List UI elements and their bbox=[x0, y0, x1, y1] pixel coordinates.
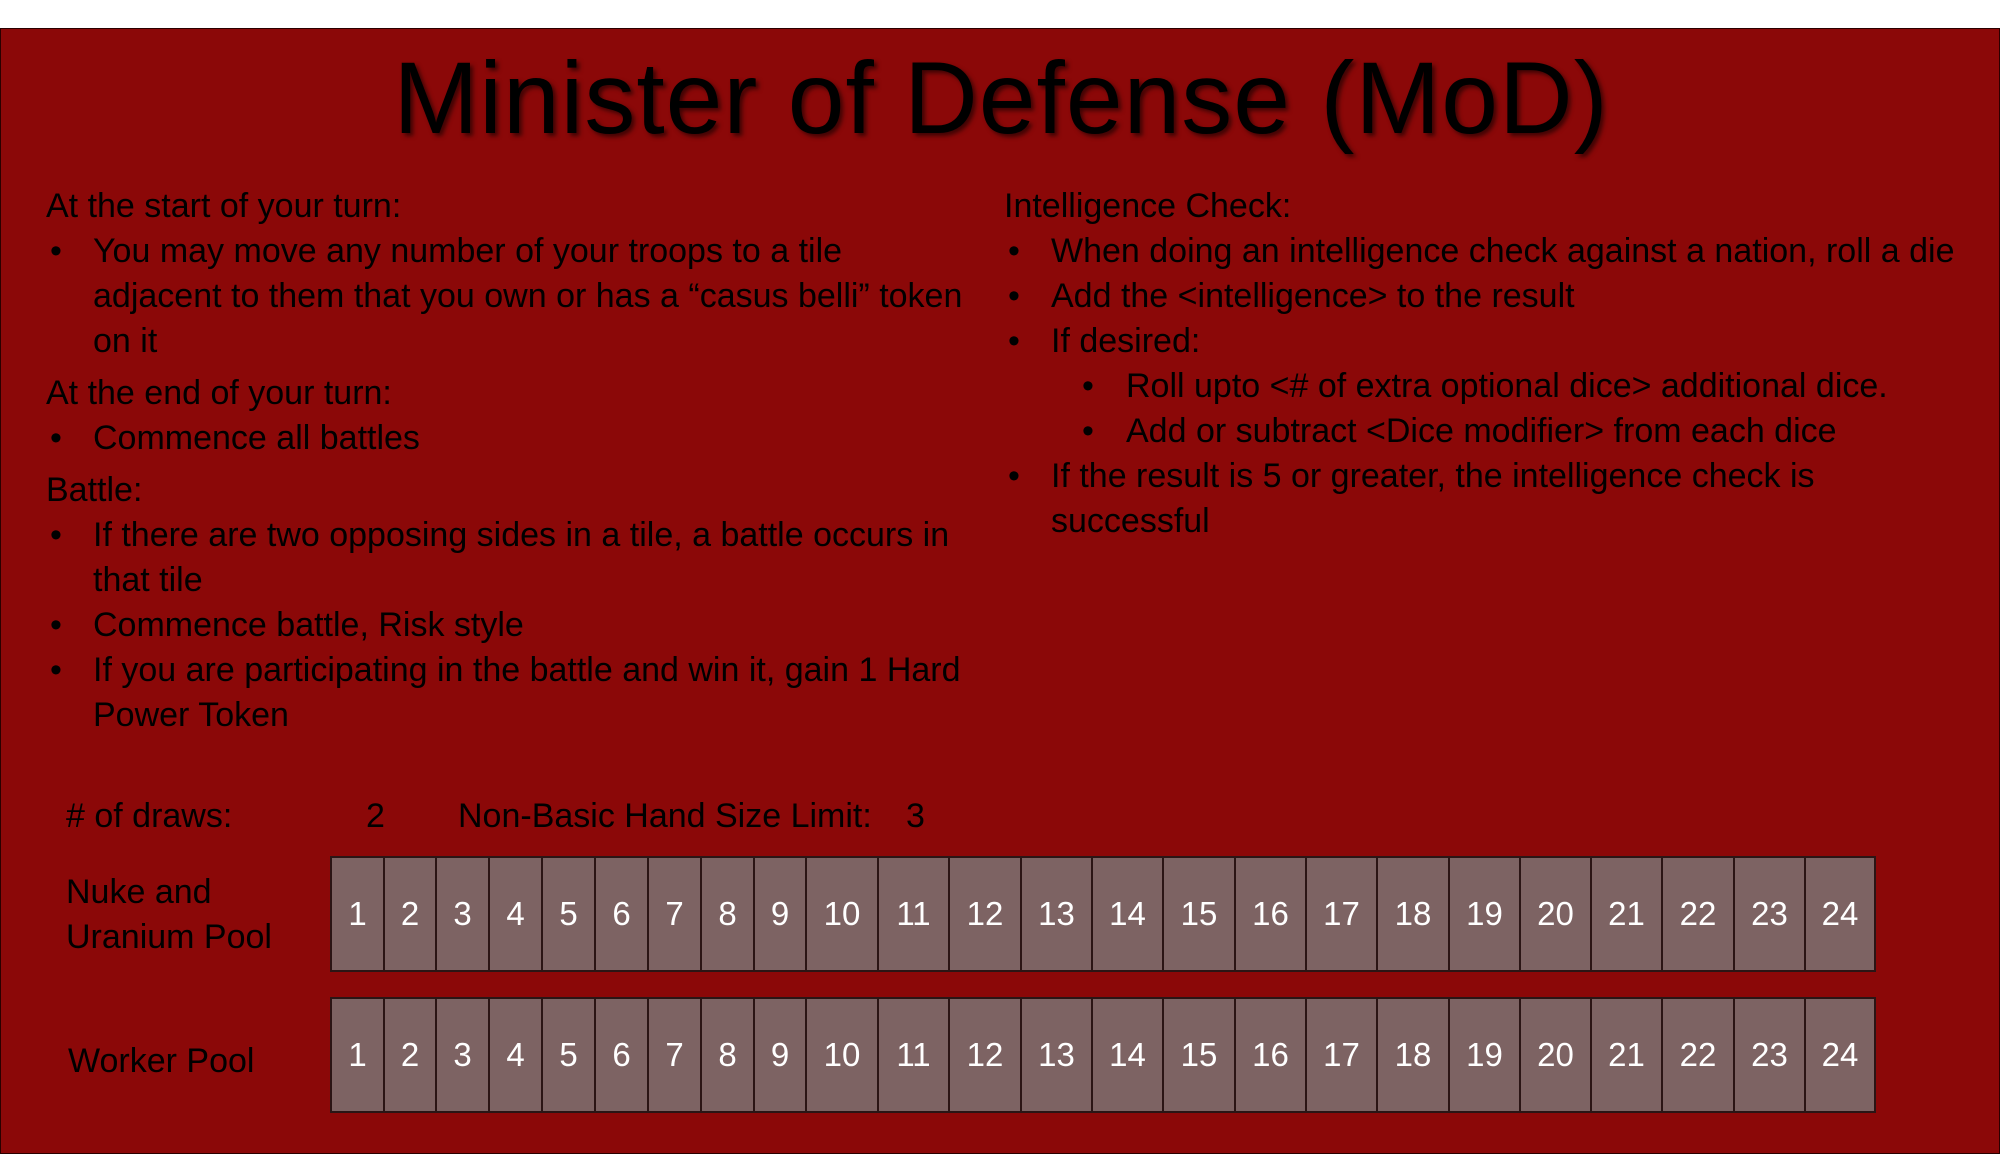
turn-end-list: Commence all battles bbox=[46, 416, 976, 461]
battle-item: If there are two opposing sides in a til… bbox=[46, 513, 976, 603]
worker-pool-cell: 3 bbox=[435, 997, 490, 1113]
intelligence-item: If desired: bbox=[1004, 319, 1964, 364]
nuke-pool-cell: 17 bbox=[1305, 856, 1378, 972]
intelligence-subitem: Roll upto <# of extra optional dice> add… bbox=[1004, 364, 1964, 409]
worker-pool-cell: 4 bbox=[488, 997, 543, 1113]
worker-pool-cell: 24 bbox=[1804, 997, 1876, 1113]
intelligence-check-column: Intelligence Check: When doing an intell… bbox=[1004, 184, 1964, 544]
nuke-pool-label-line1: Nuke and bbox=[66, 873, 212, 911]
worker-pool-cell: 1 bbox=[330, 997, 385, 1113]
nuke-pool-cell: 10 bbox=[805, 856, 879, 972]
nuke-pool-cell: 5 bbox=[541, 856, 596, 972]
nuke-pool-cell: 8 bbox=[700, 856, 755, 972]
hand-limit-label: Non-Basic Hand Size Limit: bbox=[458, 797, 872, 835]
battle-item: If you are participating in the battle a… bbox=[46, 648, 976, 738]
worker-pool-cell: 9 bbox=[753, 997, 807, 1113]
intelligence-subitem: Add or subtract <Dice modifier> from eac… bbox=[1004, 409, 1964, 454]
worker-pool-cell: 17 bbox=[1305, 997, 1378, 1113]
nuke-pool-cell: 1 bbox=[330, 856, 385, 972]
nuke-pool-cell: 15 bbox=[1162, 856, 1236, 972]
nuke-pool-cell: 4 bbox=[488, 856, 543, 972]
intelligence-item: Add the <intelligence> to the result bbox=[1004, 274, 1964, 319]
worker-pool-cell: 7 bbox=[647, 997, 702, 1113]
worker-pool-label: Worker Pool bbox=[68, 1042, 255, 1080]
nuke-pool-cell: 16 bbox=[1234, 856, 1307, 972]
page-title: Minister of Defense (MoD) bbox=[393, 41, 1609, 155]
intelligence-item: If the result is 5 or greater, the intel… bbox=[1004, 454, 1964, 544]
nuke-pool-cell: 19 bbox=[1448, 856, 1521, 972]
battle-list: If there are two opposing sides in a til… bbox=[46, 513, 976, 738]
worker-pool-cell: 20 bbox=[1519, 997, 1592, 1113]
nuke-pool-cell: 13 bbox=[1020, 856, 1093, 972]
nuke-pool-cell: 14 bbox=[1091, 856, 1164, 972]
turn-start-section: At the start of your turn: You may move … bbox=[46, 184, 976, 364]
nuke-pool-cell: 20 bbox=[1519, 856, 1592, 972]
worker-pool-cell: 14 bbox=[1091, 997, 1164, 1113]
battle-section: Battle: If there are two opposing sides … bbox=[46, 468, 976, 738]
turn-start-item: You may move any number of your troops t… bbox=[46, 229, 976, 364]
turn-end-heading: At the end of your turn: bbox=[46, 374, 392, 412]
worker-pool-cell: 10 bbox=[805, 997, 879, 1113]
worker-pool-cell: 12 bbox=[948, 997, 1022, 1113]
nuke-pool-cell: 11 bbox=[877, 856, 950, 972]
turn-start-heading: At the start of your turn: bbox=[46, 187, 402, 225]
worker-pool-cell: 5 bbox=[541, 997, 596, 1113]
nuke-pool-cell: 18 bbox=[1376, 856, 1450, 972]
worker-pool-cell: 22 bbox=[1661, 997, 1735, 1113]
worker-pool-cell: 18 bbox=[1376, 997, 1450, 1113]
nuke-pool-cell: 2 bbox=[383, 856, 437, 972]
intelligence-item: When doing an intelligence check against… bbox=[1004, 229, 1964, 274]
nuke-pool-cell: 7 bbox=[647, 856, 702, 972]
turn-end-section: At the end of your turn: Commence all ba… bbox=[46, 371, 976, 461]
intelligence-heading: Intelligence Check: bbox=[1004, 187, 1292, 225]
worker-pool-cell: 8 bbox=[700, 997, 755, 1113]
nuke-pool-cell: 23 bbox=[1733, 856, 1806, 972]
draws-label: # of draws: bbox=[66, 797, 233, 835]
worker-pool-cell: 21 bbox=[1590, 997, 1663, 1113]
turn-end-item: Commence all battles bbox=[46, 416, 976, 461]
nuke-pool-cell: 22 bbox=[1661, 856, 1735, 972]
nuke-pool-label-line2: Uranium Pool bbox=[66, 918, 272, 956]
nuke-pool-cell: 12 bbox=[948, 856, 1022, 972]
worker-pool-cell: 13 bbox=[1020, 997, 1093, 1113]
turn-start-list: You may move any number of your troops t… bbox=[46, 229, 976, 364]
nuke-pool-cell: 9 bbox=[753, 856, 807, 972]
worker-pool-cell: 6 bbox=[594, 997, 649, 1113]
nuke-pool-cell: 24 bbox=[1804, 856, 1876, 972]
hand-limit-value: 3 bbox=[906, 797, 925, 835]
intelligence-list: When doing an intelligence check against… bbox=[1004, 229, 1964, 544]
left-rules-column: At the start of your turn: You may move … bbox=[46, 184, 976, 745]
battle-item: Commence battle, Risk style bbox=[46, 603, 976, 648]
draws-value: 2 bbox=[366, 797, 385, 835]
worker-pool-cell: 16 bbox=[1234, 997, 1307, 1113]
battle-heading: Battle: bbox=[46, 471, 143, 509]
worker-pool-cell: 15 bbox=[1162, 997, 1236, 1113]
worker-pool-cell: 11 bbox=[877, 997, 950, 1113]
nuke-pool-cell: 6 bbox=[594, 856, 649, 972]
nuke-pool-cell: 21 bbox=[1590, 856, 1663, 972]
nuke-pool-cell: 3 bbox=[435, 856, 490, 972]
worker-pool-cell: 2 bbox=[383, 997, 437, 1113]
worker-pool-cell: 19 bbox=[1448, 997, 1521, 1113]
worker-pool-cell: 23 bbox=[1733, 997, 1806, 1113]
